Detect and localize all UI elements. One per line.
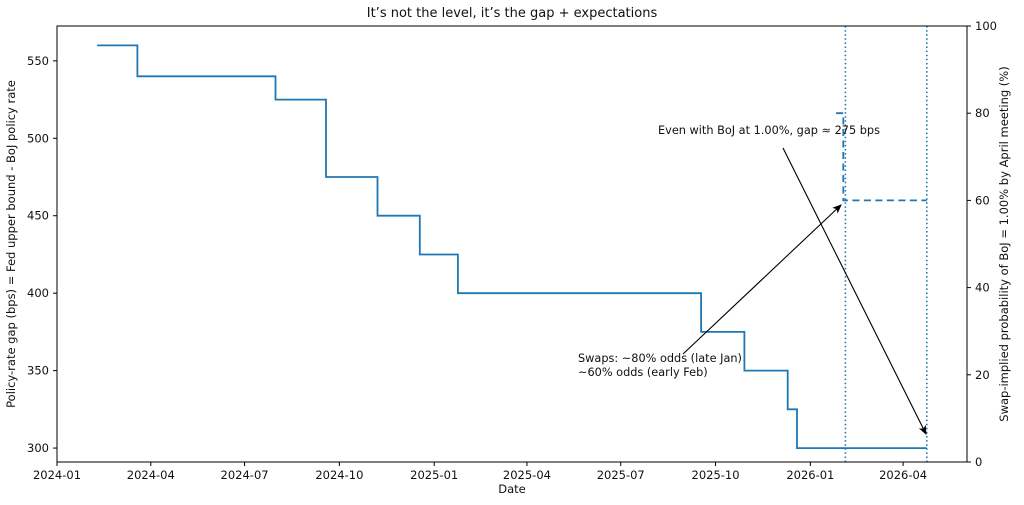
x-tick-label: 2024-01 (33, 468, 81, 482)
swaps-annotation-arrow (682, 204, 842, 355)
left-y-tick-label: 400 (27, 286, 49, 300)
left-y-axis-label: Policy-rate gap (bps) = Fed upper bound … (4, 80, 18, 408)
gap-annotation-text: Even with BoJ at 1.00%, gap ≈ 275 bps (658, 124, 880, 137)
x-tick-label: 2024-07 (221, 468, 269, 482)
right-y-tick-label: 20 (975, 368, 990, 382)
right-y-tick-label: 80 (975, 106, 990, 120)
x-axis-label: Date (498, 482, 526, 496)
policy-rate-gap-line (97, 44, 927, 449)
annotations: Even with BoJ at 1.00%, gap ≈ 275 bps Swa… (578, 124, 927, 435)
left-y-tick-label: 450 (27, 209, 49, 223)
chart-title: It’s not the level, it’s the gap + expec… (367, 6, 658, 21)
right-y-tick-label: 0 (975, 455, 982, 469)
swaps-annotation-text: ~60% odds (early Feb) (578, 366, 708, 379)
x-tick-label: 2026-01 (786, 468, 834, 482)
plot-frame (56, 25, 968, 463)
x-tick-label: 2025-10 (692, 468, 740, 482)
x-tick-label: 2025-04 (503, 468, 551, 482)
left-y-tick-label: 350 (27, 364, 49, 378)
x-tick-label: 2025-01 (410, 468, 458, 482)
gap-annotation-arrow (782, 147, 927, 435)
axes: 2024-01 2024-04 2024-07 2024-10 2025-01 2025-… (27, 19, 997, 482)
left-y-tick-label: 500 (27, 131, 49, 145)
date-marker-vlines (844, 26, 928, 462)
swaps-annotation-text: Swaps: ~80% odds (late Jan) (578, 352, 742, 365)
right-y-tick-label: 40 (975, 281, 990, 295)
right-y-tick-label: 100 (975, 19, 997, 33)
right-y-tick-label: 60 (975, 193, 990, 207)
x-tick-label: 2025-07 (597, 468, 645, 482)
left-y-tick-label: 550 (27, 54, 49, 68)
left-y-tick-label: 300 (27, 441, 49, 455)
x-tick-label: 2026-04 (879, 468, 927, 482)
x-tick-label: 2024-04 (127, 468, 175, 482)
swap-implied-probability-line (836, 112, 927, 202)
data-series (97, 44, 927, 449)
right-y-axis-label: Swap-implied probability of BoJ = 1.00% … (997, 66, 1011, 421)
x-tick-label: 2024-10 (315, 468, 363, 482)
